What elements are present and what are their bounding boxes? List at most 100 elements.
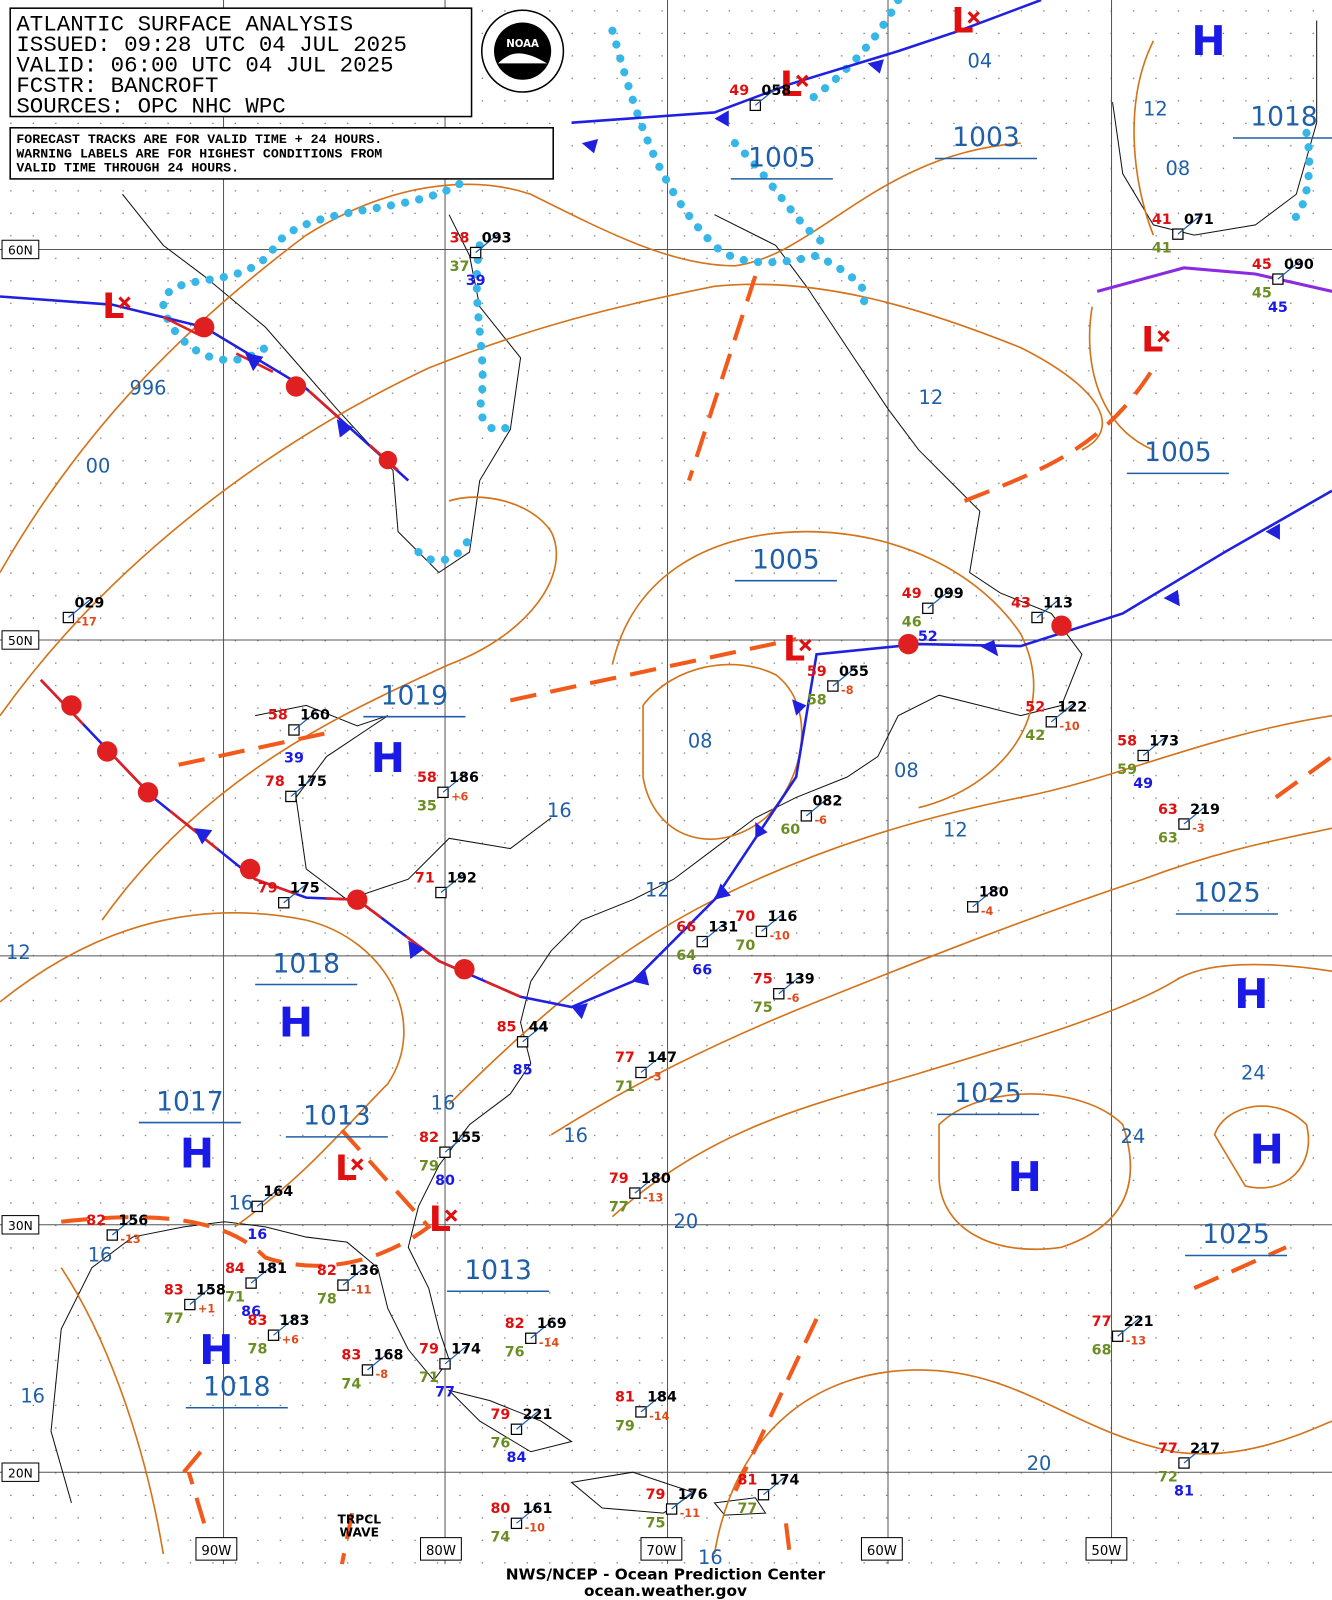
low-x	[444, 1209, 458, 1222]
dot-grid	[0, 0, 1332, 1565]
isobar-label: 1013	[464, 1255, 532, 1286]
map-labels: 60N 50N 30N 20N 90W 80W 70W 60W 50W 04 1003 1005 12 0…	[1, 2, 1332, 1569]
station-tend: -10	[525, 1521, 545, 1534]
station-dew: 59	[1117, 762, 1137, 778]
lat-label: 30N	[8, 1219, 33, 1233]
header-line: SOURCES: OPC NHC WPC	[16, 93, 285, 119]
station-pressure: 131	[708, 919, 738, 935]
station-tend: -8	[376, 1368, 389, 1381]
station-pressure: 192	[447, 870, 477, 886]
low-x	[967, 11, 980, 24]
station-pressure: 175	[297, 774, 327, 790]
station-dew: 75	[646, 1515, 666, 1531]
wind-barb	[444, 1133, 468, 1153]
isobar-label: 1025	[1193, 878, 1261, 909]
logo-text: NOAA	[506, 39, 539, 50]
station-temp: 82	[505, 1316, 525, 1332]
station-pressure: 099	[934, 586, 964, 602]
station-temp: 63	[1158, 802, 1178, 818]
station-tend: -3	[1192, 822, 1204, 835]
station-tend: -10	[770, 930, 790, 943]
wind-barb	[367, 1351, 391, 1371]
station-temp: 80	[490, 1501, 510, 1517]
station-temp: 49	[902, 586, 922, 602]
lon-label: 90W	[201, 1544, 231, 1559]
isobar-label: 12	[645, 879, 670, 902]
station-temp: 82	[419, 1130, 439, 1146]
station-temp: 79	[609, 1171, 629, 1187]
station-tend: -4	[981, 905, 994, 918]
station-tend: -14	[649, 1410, 669, 1423]
station-tend: -10	[1059, 720, 1079, 733]
station-tend: -3	[649, 1071, 661, 1084]
wind-barb	[1117, 1317, 1141, 1337]
isobar-label: 04	[968, 49, 993, 72]
low-x	[799, 638, 812, 652]
pressure-center: L	[783, 629, 805, 669]
note-line: WARNING LABELS ARE FOR HIGHEST CONDITION…	[16, 146, 382, 161]
station-pressure: 184	[647, 1390, 677, 1406]
isobar-label: 24	[1241, 1062, 1266, 1085]
wind-barb	[778, 974, 802, 995]
station-dew: 64	[676, 948, 696, 964]
station-temp: 58	[268, 708, 288, 724]
station-dew: 78	[317, 1292, 337, 1308]
pressure-center: L	[951, 2, 973, 42]
station-temp: 81	[615, 1390, 635, 1406]
low-x	[351, 1158, 364, 1171]
station-marker	[516, 1036, 529, 1048]
station-extra: 52	[918, 629, 938, 645]
station-dew: 71	[225, 1289, 245, 1305]
station-temp: 79	[258, 881, 278, 897]
header-line: VALID: 06:00 UTC 04 JUL 2025	[16, 53, 393, 79]
station-pressure: 055	[839, 664, 869, 680]
note-line: FORECAST TRACKS ARE FOR VALID TIME + 24 …	[16, 132, 382, 147]
station-temp: 79	[419, 1342, 439, 1358]
station-temp: 85	[497, 1020, 517, 1036]
noaa-logo: NOAA	[481, 9, 565, 93]
station-pressure: 174	[770, 1472, 800, 1488]
wind-barb	[293, 711, 317, 731]
station-tend: -11	[680, 1507, 700, 1520]
wind-barb	[530, 1319, 554, 1339]
station-pressure: 180	[641, 1171, 671, 1187]
wave-text: TRPCL	[338, 1512, 382, 1526]
wind-barb	[516, 1504, 540, 1524]
wind-barb	[754, 86, 779, 106]
station-dew: 68	[1092, 1343, 1112, 1359]
station-temp: 79	[646, 1487, 666, 1503]
station-extra: 16	[247, 1227, 267, 1243]
wind-barb	[1142, 736, 1167, 757]
pressure-center: L	[1141, 321, 1163, 361]
fronts	[0, 0, 1332, 1020]
pressure-center: H	[1008, 1153, 1042, 1201]
wave-label: TRPCL WAVE	[338, 1512, 382, 1539]
wind-barb	[342, 1266, 366, 1286]
lat-label: 50N	[8, 634, 33, 648]
wind-barb	[1177, 215, 1201, 235]
wind-barb	[273, 1316, 297, 1336]
isobar-label: 16	[547, 799, 572, 822]
low-x	[118, 296, 131, 309]
isobar-label: 12	[6, 941, 31, 964]
station-pressure: 139	[785, 972, 815, 988]
station-dew: 60	[780, 822, 800, 838]
station-pressure: 136	[349, 1263, 379, 1279]
header-line: ATLANTIC SURFACE ANALYSIS	[16, 12, 353, 38]
station-extra: 39	[466, 273, 486, 289]
wind-barb	[1183, 1444, 1207, 1464]
lat-label: 20N	[8, 1466, 33, 1480]
wind-barb	[640, 1393, 664, 1413]
station-pressure: 071	[1184, 212, 1214, 228]
isobar-label: 00	[86, 454, 111, 477]
station-extra: 45	[1268, 300, 1288, 316]
isobar-label: 996	[130, 377, 167, 400]
pressure-center: L	[429, 1200, 451, 1240]
station-pressure: 221	[523, 1407, 553, 1423]
station-pressure: 169	[537, 1316, 567, 1332]
station-temp: 83	[341, 1348, 361, 1364]
station-extra: 49	[1133, 776, 1153, 792]
isobar-label: 16	[20, 1385, 45, 1408]
lat-label-box	[1, 1215, 40, 1235]
